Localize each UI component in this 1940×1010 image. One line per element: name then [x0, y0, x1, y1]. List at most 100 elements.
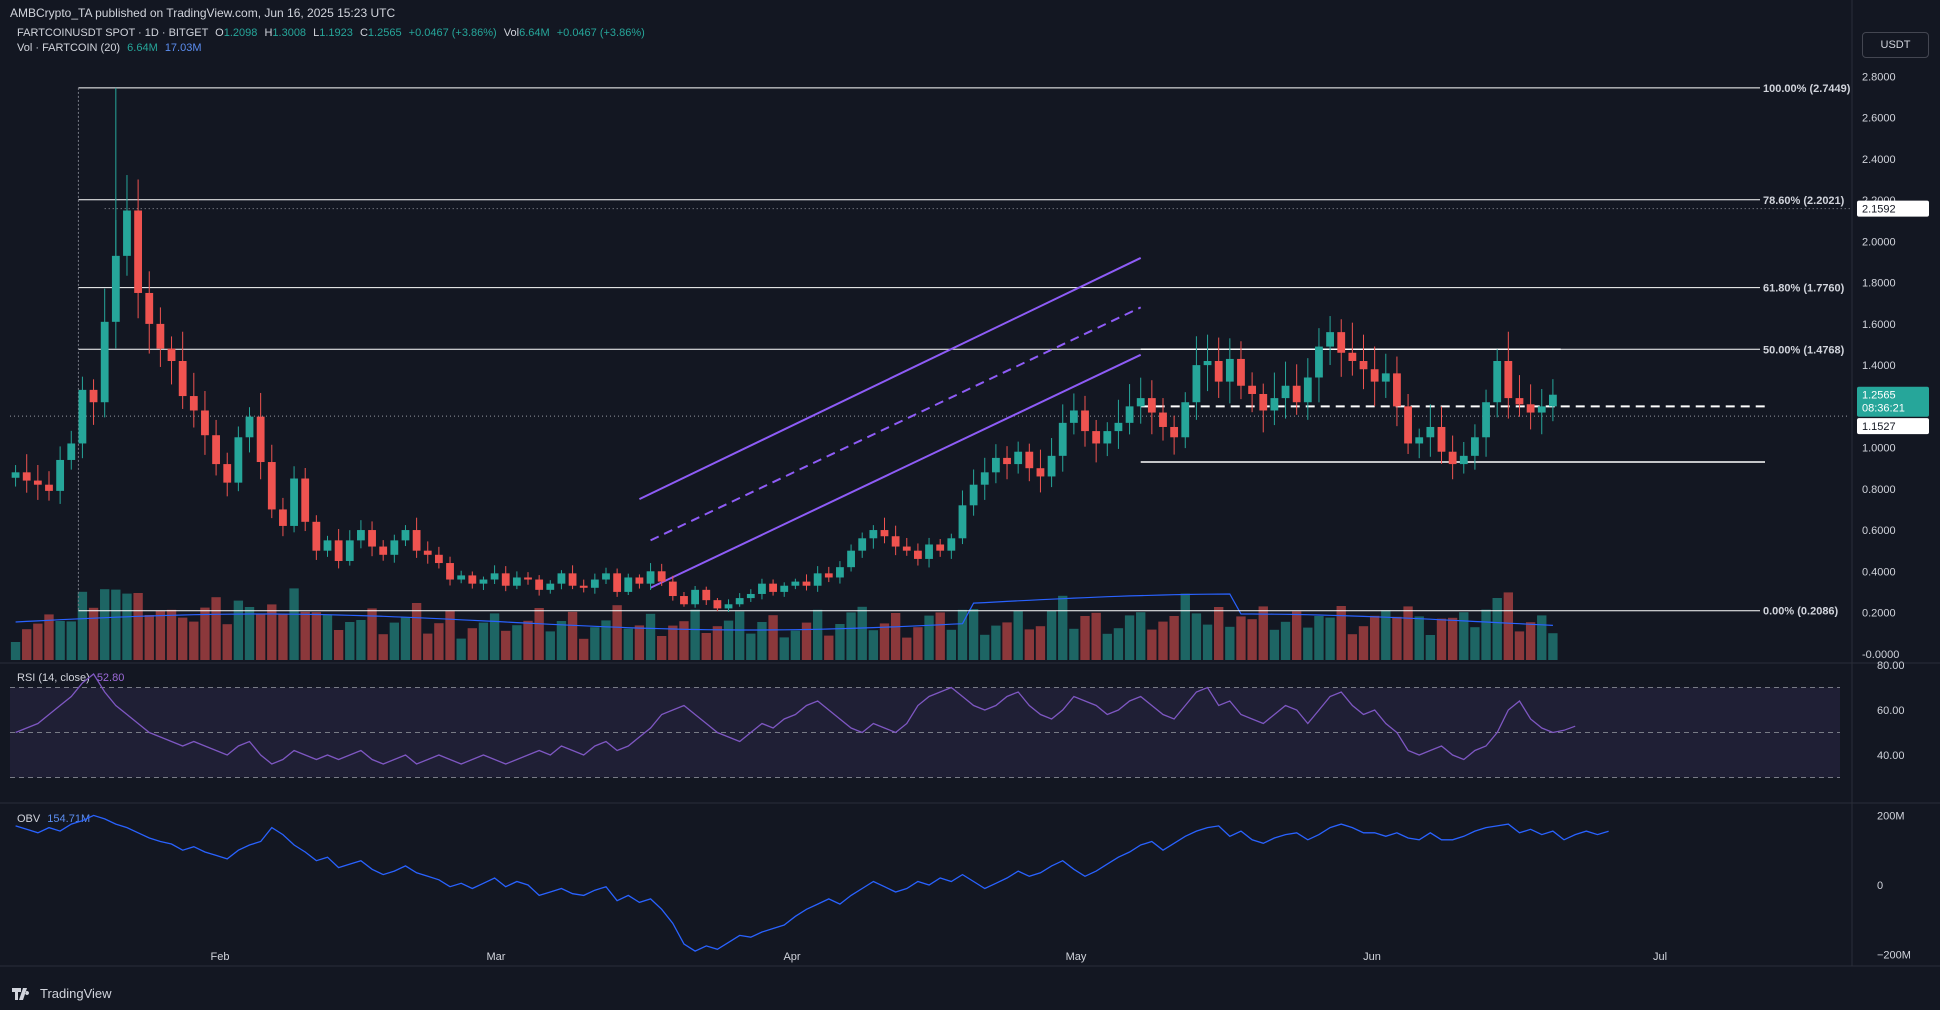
volume-bar: [256, 614, 265, 660]
price-tick-label: 1.0000: [1862, 443, 1896, 455]
volume-bar: [1091, 613, 1100, 660]
candle-body: [613, 573, 621, 592]
candle-body: [624, 577, 632, 591]
candle-body: [145, 293, 153, 324]
volume-bar: [1214, 607, 1223, 660]
candle-body: [168, 349, 176, 361]
candle-body: [45, 485, 53, 491]
fib-level-label: 0.00% (0.2086): [1763, 606, 1839, 618]
volume-bar: [211, 597, 220, 660]
fib-level-label: 50.00% (1.4768): [1763, 344, 1845, 356]
volume-bar: [490, 613, 499, 660]
candle-body: [1204, 361, 1212, 365]
candle-body: [1059, 423, 1067, 456]
candle-body: [702, 590, 710, 600]
symbol-legend: FARTCOINUSDT SPOT · 1D · BITGET O1.2098 …: [17, 27, 645, 39]
candle-body: [1148, 398, 1156, 412]
volume-bar: [1125, 615, 1134, 660]
volume-bar: [757, 622, 766, 660]
volume-bar: [278, 614, 287, 660]
candle-body: [758, 584, 766, 594]
volume-bar: [1426, 635, 1435, 660]
volume-bar: [1515, 631, 1524, 660]
candle-body: [1070, 410, 1078, 422]
volume-bar: [1504, 592, 1513, 660]
candle-body: [780, 586, 788, 592]
volume-bar: [568, 612, 577, 660]
tradingview-logo: TradingView: [12, 986, 112, 1001]
fib-price-tag-box: [1857, 201, 1929, 217]
candle-body: [1415, 437, 1423, 443]
volume-bar: [869, 630, 878, 660]
candle-body: [112, 256, 120, 322]
candle-body: [1449, 452, 1457, 464]
rsi-name[interactable]: RSI (14, close): [17, 672, 90, 684]
volume-bar: [746, 634, 755, 660]
volume-bar: [334, 630, 343, 660]
candle-body: [357, 530, 365, 540]
currency-button[interactable]: USDT: [1862, 32, 1929, 58]
volume-bar: [178, 618, 187, 660]
fib-level-label: 100.00% (2.7449): [1763, 83, 1851, 95]
candle-body: [992, 458, 1000, 472]
candle-body: [847, 551, 855, 567]
volume-bar: [1158, 622, 1167, 660]
candle-body: [1025, 452, 1033, 468]
volume-bar: [11, 642, 20, 660]
volume-bar: [913, 627, 922, 660]
candle-body: [1360, 361, 1368, 369]
volume-bar: [1147, 630, 1156, 660]
volume-bar: [111, 590, 120, 660]
volume-bar: [791, 631, 800, 660]
candle-body: [212, 435, 220, 464]
volume-bar: [802, 623, 811, 660]
volume-indicator-v2: 17.03M: [165, 42, 202, 54]
candle-body: [1270, 398, 1278, 410]
volume-bar: [156, 611, 165, 660]
volume-bar: [1548, 633, 1557, 660]
fib-level-label: 61.80% (1.7760): [1763, 283, 1845, 295]
volume-bar: [1381, 610, 1390, 660]
volume-bar: [880, 623, 889, 660]
candle-body: [502, 573, 510, 585]
candle-body: [1293, 386, 1301, 402]
price-tick-label: 2.0000: [1862, 236, 1896, 248]
candle-body: [346, 540, 354, 561]
candle-body: [569, 573, 577, 585]
candle-body: [970, 485, 978, 506]
volume-bar: [289, 588, 298, 660]
volume-bar: [780, 637, 789, 660]
candle-body: [1037, 468, 1045, 476]
candle-body: [279, 509, 287, 525]
candle-body: [1237, 359, 1245, 386]
volume-bar: [735, 611, 744, 660]
candle-body: [201, 410, 209, 435]
candle-body: [413, 530, 421, 551]
candle-body: [1304, 377, 1312, 402]
candle-body: [1137, 398, 1145, 406]
volume-indicator-name[interactable]: Vol · FARTCOIN (20): [17, 42, 120, 54]
candle-body: [1504, 361, 1512, 398]
volume-bar: [902, 638, 911, 660]
volume-bar: [122, 594, 131, 660]
volume-bar: [1348, 634, 1357, 660]
candle-body: [1471, 437, 1479, 456]
candle-body: [602, 573, 610, 579]
obv-name[interactable]: OBV: [17, 813, 40, 825]
volume-bar: [1392, 617, 1401, 660]
candle-body: [156, 324, 164, 349]
candle-body: [1382, 373, 1390, 381]
price-tick-label: 1.8000: [1862, 278, 1896, 290]
volume-bar: [1526, 622, 1535, 660]
volume-bar: [145, 615, 154, 660]
candle-body: [56, 460, 64, 491]
candle-body: [892, 536, 900, 546]
symbol-name[interactable]: FARTCOINUSDT SPOT · 1D · BITGET: [17, 27, 208, 39]
candle-body: [1438, 427, 1446, 452]
volume-bar: [1325, 618, 1334, 660]
volume-bar: [624, 629, 633, 660]
candle-body: [881, 530, 889, 536]
candle-body: [1248, 386, 1256, 394]
volume-bar: [768, 615, 777, 660]
